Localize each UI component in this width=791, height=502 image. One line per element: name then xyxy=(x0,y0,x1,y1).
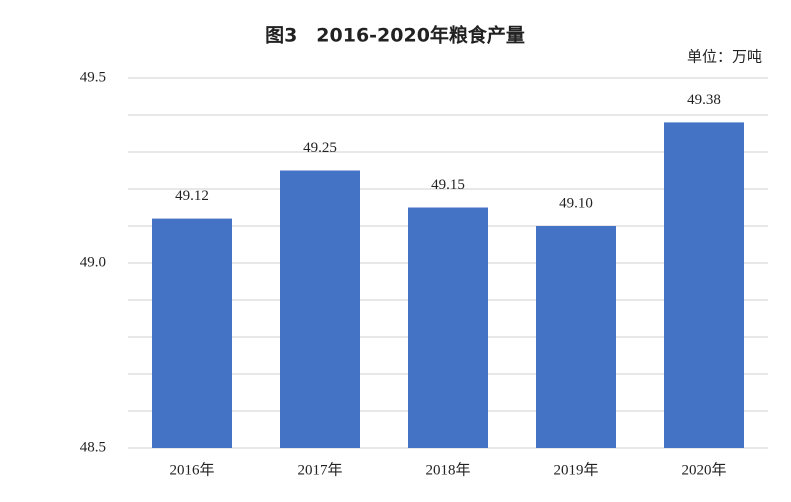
bar xyxy=(152,218,232,448)
value-label: 49.10 xyxy=(559,195,593,211)
unit-label: 单位：万吨 xyxy=(687,48,762,66)
value-label: 49.15 xyxy=(431,177,465,193)
bar xyxy=(280,170,360,448)
x-tick-label: 2016年 xyxy=(169,461,214,478)
value-label: 49.38 xyxy=(687,92,721,108)
chart-title: 图3 2016-2020年粮食产量 xyxy=(265,24,525,47)
y-tick-label: 49.5 xyxy=(80,69,106,85)
bar xyxy=(408,207,488,448)
y-tick-label: 48.5 xyxy=(80,439,106,455)
value-label: 49.25 xyxy=(303,140,337,156)
y-tick-label: 49.0 xyxy=(80,254,106,270)
value-label: 49.12 xyxy=(175,188,209,204)
x-tick-label: 2017年 xyxy=(297,461,342,478)
x-tick-label: 2019年 xyxy=(553,461,598,478)
x-tick-label: 2020年 xyxy=(681,461,726,478)
x-tick-label: 2018年 xyxy=(425,461,470,478)
bar xyxy=(536,226,616,448)
bar xyxy=(664,122,744,449)
